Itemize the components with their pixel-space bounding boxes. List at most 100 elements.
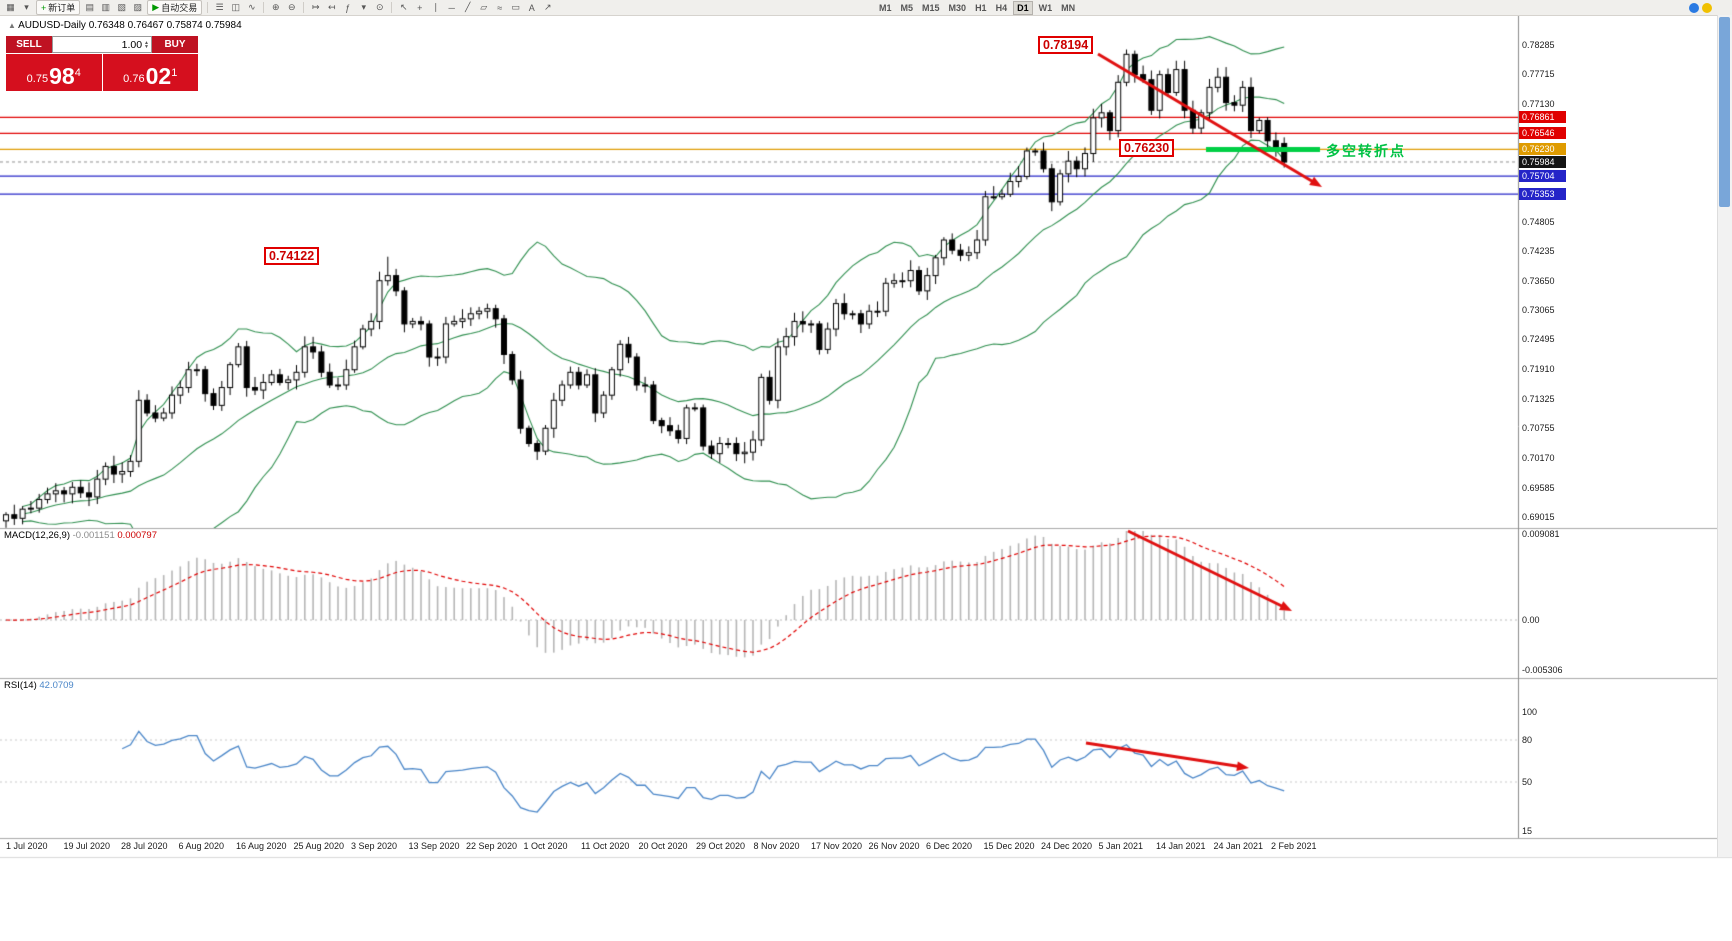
data-window-icon[interactable]: ▥	[101, 2, 111, 12]
chart-symbol-title: AUDUSD-Daily	[18, 20, 86, 31]
shapes-icon[interactable]: ▭	[511, 2, 520, 12]
cursor-icon[interactable]: ↖	[399, 2, 408, 12]
community-icon[interactable]	[1702, 2, 1712, 13]
sell-price-big-digits: 98	[49, 63, 75, 89]
zoom-in-icon[interactable]: ⊕	[271, 2, 280, 12]
macd-value: -0.001151	[72, 530, 115, 541]
profiles-dropdown-icon[interactable]: ▾	[24, 2, 29, 12]
new-chart-icon[interactable]: ▦	[6, 2, 15, 12]
line-chart-icon[interactable]: ∿	[247, 2, 256, 12]
fibonacci-icon[interactable]: ≈	[497, 2, 503, 13]
rsi-axis-label: 50	[1522, 777, 1533, 787]
price-annotation-aug-peak[interactable]: 0.74122	[264, 247, 320, 265]
toolbar-separator	[391, 2, 393, 13]
indicators-dropdown-icon[interactable]: ▾	[361, 2, 366, 12]
date-axis-label: 24 Jan 2021	[1213, 841, 1264, 851]
date-axis-label: 19 Jul 2020	[63, 841, 111, 851]
price-axis-label: 0.74235	[1522, 245, 1555, 256]
date-axis-label: 28 Jul 2020	[121, 841, 168, 851]
indicators-icon[interactable]: ƒ	[345, 2, 351, 13]
rsi-value: 42.0709	[39, 680, 74, 691]
timeframe-m30[interactable]: M30	[948, 2, 967, 13]
rsi-axis-label: 100	[1522, 707, 1538, 717]
scrollbar-thumb[interactable]	[1719, 17, 1730, 207]
one-click-trading-panel: SELL 1.00 ▲ ▼ BUY 0.75 98 4 0.76 02 1	[6, 36, 198, 91]
toolbar-left-group: ▦ ▾ + 新订单 ▤ ▥ ▧ ▨ ▶ 自动交易 ☰ ◫ ∿ ⊕ ⊖ ↦ ↤ ƒ ▾ ⊙ ↖ + ∣ ─ ╱ ▱ ≈ ▭ A ↗	[4, 0, 554, 15]
trendline-icon[interactable]: ╱	[465, 2, 471, 12]
toolbar-separator	[303, 2, 305, 13]
sell-button[interactable]: SELL	[6, 36, 52, 53]
timeframe-m15[interactable]: M15	[922, 2, 940, 13]
timeframe-mn[interactable]: MN	[1061, 2, 1076, 13]
vertical-scrollbar[interactable]	[1717, 15, 1732, 857]
buy-price-big-digits: 02	[145, 63, 172, 89]
buy-price-prefix: 0.76	[123, 73, 145, 85]
macd-indicator-label: MACD(12,26,9) -0.001151 0.000797	[4, 530, 157, 541]
vertical-line-icon[interactable]: ∣	[433, 2, 438, 12]
timeframe-toolbar: M1 M5 M15 M30 H1 H4 D1 W1 MN	[876, 0, 1078, 15]
price-line-label: 0.75984	[1519, 155, 1566, 168]
price-annotation-peak[interactable]: 0.78194	[1038, 36, 1094, 54]
date-axis-label: 17 Nov 2020	[811, 841, 863, 851]
price-axis-label: 0.78285	[1522, 39, 1555, 50]
chart-shift-icon[interactable]: ↤	[327, 2, 336, 12]
market-watch-icon[interactable]: ▤	[85, 2, 95, 12]
date-axis-label: 22 Sep 2020	[466, 841, 518, 851]
price-axis-label: 0.77130	[1522, 98, 1555, 109]
lot-spinner[interactable]: ▲ ▼	[144, 39, 149, 50]
crosshair-icon[interactable]: +	[417, 2, 423, 13]
timeframe-h4[interactable]: H4	[995, 2, 1008, 13]
date-axis-label: 5 Jan 2021	[1098, 841, 1144, 851]
timeframe-m5[interactable]: M5	[900, 2, 914, 13]
date-axis-label: 8 Nov 2020	[753, 841, 800, 851]
date-axis-label: 25 Aug 2020	[293, 841, 345, 851]
toolbar-right-group	[1689, 0, 1712, 15]
candlestick-chart-icon[interactable]: ◫	[231, 2, 240, 12]
price-axis-label: 0.69585	[1522, 482, 1555, 493]
autotrade-button[interactable]: ▶ 自动交易	[147, 0, 203, 15]
sell-price-button[interactable]: 0.75 98 4	[6, 54, 102, 91]
rsi-name: RSI(14)	[4, 680, 37, 691]
date-axis-label: 13 Sep 2020	[408, 841, 460, 851]
text-icon[interactable]: A	[528, 2, 535, 13]
price-axis-label: 0.73065	[1522, 305, 1555, 316]
timeframe-m1[interactable]: M1	[879, 2, 892, 13]
navigator-icon[interactable]: ▧	[117, 2, 127, 12]
timeframe-d1[interactable]: D1	[1013, 0, 1033, 15]
new-order-icon: +	[41, 2, 47, 13]
main-toolbar: ▦ ▾ + 新订单 ▤ ▥ ▧ ▨ ▶ 自动交易 ☰ ◫ ∿ ⊕ ⊖ ↦ ↤ ƒ ▾ ⊙ ↖ + ∣ ─ ╱ ▱ ≈ ▭ A ↗ M1 M5…	[0, 0, 1732, 16]
macd-axis-label: 0.00	[1522, 615, 1540, 625]
auto-scroll-icon[interactable]: ↦	[311, 2, 320, 12]
sell-price-pipette: 4	[74, 67, 81, 79]
price-line-label: 0.75704	[1519, 170, 1566, 183]
rsi-indicator-label: RSI(14) 42.0709	[4, 680, 74, 691]
price-axis-label: 0.71910	[1522, 364, 1555, 375]
buy-price-button[interactable]: 0.76 02 1	[102, 54, 198, 91]
buy-button[interactable]: BUY	[152, 36, 198, 53]
horizontal-line-icon[interactable]: ─	[448, 2, 455, 13]
new-order-button[interactable]: + 新订单	[36, 0, 81, 15]
macd-name: MACD(12,26,9)	[4, 530, 70, 541]
date-axis-label: 24 Dec 2020	[1041, 841, 1093, 851]
date-axis-label: 20 Oct 2020	[638, 841, 688, 851]
rsi-axis-label: 80	[1522, 735, 1533, 745]
periods-icon[interactable]: ⊙	[375, 2, 384, 12]
rsi-axis-label: 15	[1522, 826, 1533, 836]
date-axis-label: 6 Aug 2020	[178, 841, 225, 851]
price-axis-label: 0.70170	[1522, 452, 1555, 463]
arrows-icon[interactable]: ↗	[543, 2, 552, 12]
channel-icon[interactable]: ▱	[480, 2, 488, 12]
timeframe-h1[interactable]: H1	[975, 2, 987, 13]
price-line-label: 0.76546	[1519, 127, 1566, 140]
bar-chart-icon[interactable]: ☰	[215, 2, 224, 12]
price-annotation-pivot[interactable]: 0.76230	[1119, 139, 1175, 157]
timeframe-w1[interactable]: W1	[1038, 2, 1053, 13]
macd-axis-label: 0.009081	[1522, 529, 1560, 539]
terminal-icon[interactable]: ▨	[133, 2, 143, 12]
help-icon[interactable]	[1689, 2, 1699, 13]
symbol-marker-icon: ▲	[8, 21, 19, 30]
zoom-out-icon[interactable]: ⊖	[287, 2, 296, 12]
date-axis-label: 16 Aug 2020	[236, 841, 287, 851]
lot-size-input[interactable]: 1.00 ▲ ▼	[52, 36, 152, 53]
